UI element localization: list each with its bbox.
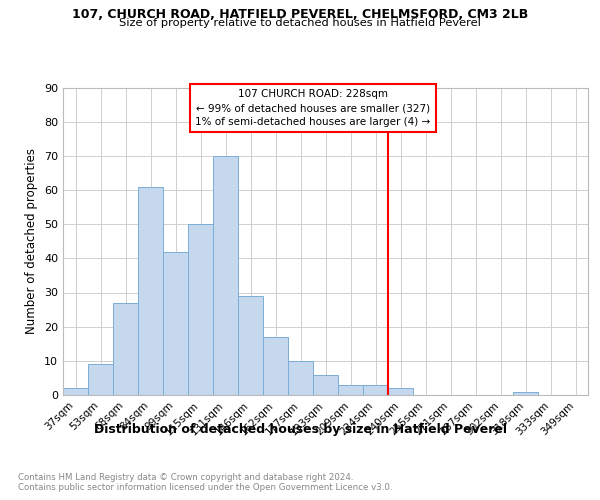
- Bar: [63, 388, 88, 395]
- Bar: [288, 361, 313, 395]
- Bar: [238, 296, 263, 395]
- Y-axis label: Number of detached properties: Number of detached properties: [25, 148, 38, 334]
- Bar: [363, 385, 388, 395]
- Bar: [188, 224, 213, 395]
- Bar: [163, 252, 188, 395]
- Text: 107, CHURCH ROAD, HATFIELD PEVEREL, CHELMSFORD, CM3 2LB: 107, CHURCH ROAD, HATFIELD PEVEREL, CHEL…: [72, 8, 528, 20]
- Bar: [513, 392, 538, 395]
- Bar: [313, 374, 338, 395]
- Bar: [263, 337, 288, 395]
- Text: Contains HM Land Registry data © Crown copyright and database right 2024.: Contains HM Land Registry data © Crown c…: [18, 472, 353, 482]
- Text: Distribution of detached houses by size in Hatfield Peverel: Distribution of detached houses by size …: [94, 422, 506, 436]
- Bar: [213, 156, 238, 395]
- Bar: [88, 364, 113, 395]
- Bar: [138, 186, 163, 395]
- Bar: [338, 385, 363, 395]
- Text: Size of property relative to detached houses in Hatfield Peverel: Size of property relative to detached ho…: [119, 18, 481, 28]
- Text: 107 CHURCH ROAD: 228sqm
← 99% of detached houses are smaller (327)
1% of semi-de: 107 CHURCH ROAD: 228sqm ← 99% of detache…: [196, 89, 431, 127]
- Bar: [113, 302, 138, 395]
- Text: Contains public sector information licensed under the Open Government Licence v3: Contains public sector information licen…: [18, 484, 392, 492]
- Bar: [388, 388, 413, 395]
